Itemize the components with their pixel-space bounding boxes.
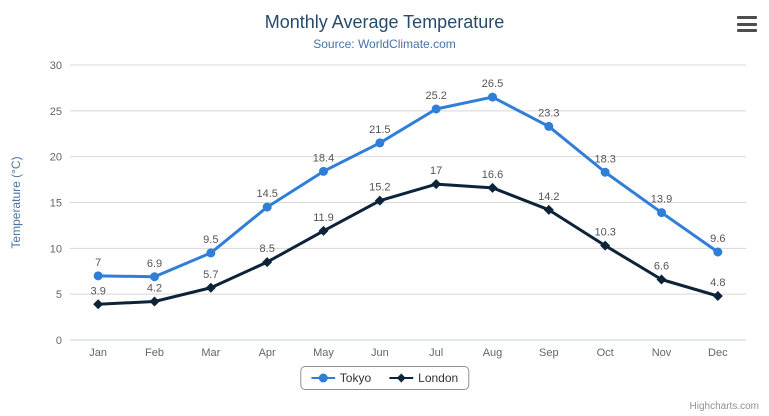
x-axis-label: Jun: [371, 347, 389, 359]
data-label: 25.2: [425, 90, 446, 102]
marker-london[interactable]: [600, 240, 611, 251]
y-axis-title: Temperature (°C): [9, 156, 23, 248]
x-axis-label: Sep: [539, 347, 559, 359]
data-label: 5.7: [203, 269, 218, 281]
x-axis-label: Feb: [145, 347, 164, 359]
marker-tokyo[interactable]: [206, 248, 216, 258]
data-label: 18.3: [594, 153, 615, 165]
data-label: 3.9: [91, 285, 106, 297]
x-axis-label: Jan: [89, 347, 107, 359]
data-label: 6.6: [654, 261, 669, 273]
marker-london[interactable]: [487, 182, 498, 193]
legend-circle-icon: [310, 373, 335, 383]
marker-tokyo[interactable]: [713, 247, 723, 257]
marker-tokyo[interactable]: [262, 202, 272, 212]
marker-tokyo[interactable]: [319, 166, 328, 176]
x-axis-label: Dec: [708, 347, 728, 359]
x-axis-label: Oct: [597, 347, 614, 359]
marker-tokyo[interactable]: [431, 104, 441, 114]
data-label: 26.5: [482, 78, 503, 90]
data-label: 6.9: [147, 258, 162, 270]
marker-tokyo[interactable]: [150, 272, 159, 282]
data-label: 9.5: [203, 234, 218, 246]
marker-london[interactable]: [543, 204, 554, 215]
x-axis-label: Aug: [483, 347, 503, 359]
marker-tokyo[interactable]: [375, 138, 385, 148]
series-line-tokyo: [96, 95, 720, 279]
legend-diamond-icon: [389, 373, 414, 383]
marker-london[interactable]: [149, 296, 160, 307]
data-label: 9.6: [710, 233, 725, 245]
legend-label: London: [418, 371, 459, 385]
x-axis-label: Apr: [259, 347, 276, 359]
data-label: 23.3: [538, 107, 559, 119]
data-label: 21.5: [369, 124, 390, 136]
chart-title: Monthly Average Temperature: [264, 12, 505, 32]
y-axis-label: 25: [50, 106, 62, 118]
series-line-london: [96, 182, 720, 306]
data-label: 7: [95, 257, 101, 269]
marker-london[interactable]: [205, 282, 216, 293]
credits-link[interactable]: Highcharts.com: [689, 401, 759, 412]
marker-tokyo[interactable]: [600, 167, 610, 177]
marker-london[interactable]: [712, 291, 723, 301]
legend-item-london[interactable]: London: [389, 371, 458, 385]
hamburger-icon: [737, 22, 757, 26]
marker-tokyo[interactable]: [93, 271, 103, 281]
marker-london[interactable]: [656, 274, 667, 285]
marker-london[interactable]: [262, 257, 273, 268]
data-label: 16.6: [482, 169, 503, 181]
marker-tokyo[interactable]: [657, 208, 666, 218]
data-label: 8.5: [260, 243, 275, 255]
data-label: 4.8: [710, 277, 725, 289]
marker-tokyo[interactable]: [544, 121, 554, 131]
data-label: 4.2: [147, 283, 162, 295]
y-axis-label: 5: [56, 289, 62, 301]
y-axis-label: 10: [50, 243, 62, 255]
y-axis-label: 30: [50, 60, 62, 72]
data-label: 18.4: [313, 152, 334, 164]
y-axis-label: 0: [56, 335, 62, 347]
data-label: 14.5: [256, 188, 277, 200]
legend-label: Tokyo: [339, 371, 372, 385]
data-label: 14.2: [538, 191, 559, 203]
x-axis-label: Jul: [429, 347, 443, 359]
legend-item-tokyo[interactable]: Tokyo: [310, 371, 372, 385]
data-label: 15.2: [369, 182, 390, 194]
chart-subtitle: Source: WorldClimate.com: [313, 37, 456, 51]
legend: Tokyo London: [299, 366, 470, 390]
y-axis-label: 15: [50, 198, 62, 210]
marker-london[interactable]: [93, 299, 104, 310]
marker-london[interactable]: [318, 225, 329, 236]
marker-london[interactable]: [374, 195, 385, 206]
data-label: 10.3: [594, 227, 615, 239]
hamburger-icon: [737, 16, 757, 19]
data-label: 17: [430, 165, 442, 177]
marker-london[interactable]: [431, 179, 442, 190]
x-axis-label: May: [313, 347, 334, 359]
data-label: 13.9: [651, 194, 672, 206]
x-axis-label: Nov: [652, 347, 672, 359]
data-label: 11.9: [313, 212, 334, 224]
x-axis-label: Mar: [201, 347, 220, 359]
y-axis-label: 20: [50, 152, 62, 164]
hamburger-icon: [737, 29, 757, 32]
context-menu-button[interactable]: [737, 16, 757, 32]
marker-tokyo[interactable]: [488, 92, 497, 102]
